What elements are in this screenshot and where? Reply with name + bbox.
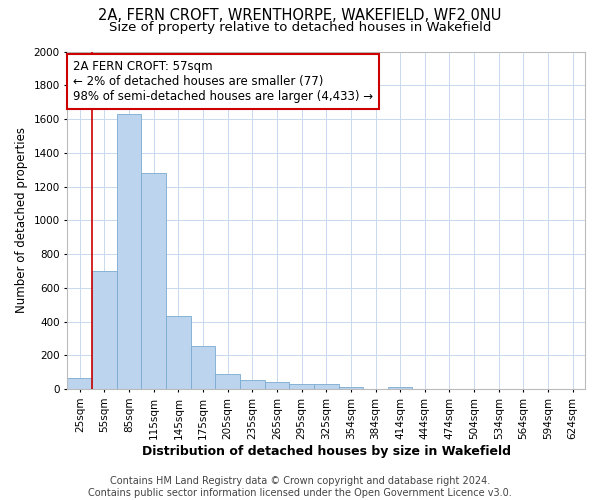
Bar: [92, 271, 117, 389]
Bar: [240, 380, 265, 389]
Bar: [338, 386, 363, 389]
Bar: [388, 386, 412, 389]
Bar: [289, 384, 314, 389]
Text: 2A, FERN CROFT, WRENTHORPE, WAKEFIELD, WF2 0NU: 2A, FERN CROFT, WRENTHORPE, WAKEFIELD, W…: [98, 8, 502, 22]
Y-axis label: Number of detached properties: Number of detached properties: [15, 128, 28, 314]
Bar: [67, 378, 92, 389]
Bar: [314, 384, 338, 389]
Bar: [191, 346, 215, 389]
Bar: [117, 114, 142, 389]
Bar: [166, 316, 191, 389]
Text: Contains HM Land Registry data © Crown copyright and database right 2024.
Contai: Contains HM Land Registry data © Crown c…: [88, 476, 512, 498]
Text: 2A FERN CROFT: 57sqm
← 2% of detached houses are smaller (77)
98% of semi-detach: 2A FERN CROFT: 57sqm ← 2% of detached ho…: [73, 60, 373, 103]
X-axis label: Distribution of detached houses by size in Wakefield: Distribution of detached houses by size …: [142, 444, 511, 458]
Bar: [142, 173, 166, 389]
Text: Size of property relative to detached houses in Wakefield: Size of property relative to detached ho…: [109, 21, 491, 34]
Bar: [265, 382, 289, 389]
Bar: [215, 374, 240, 389]
